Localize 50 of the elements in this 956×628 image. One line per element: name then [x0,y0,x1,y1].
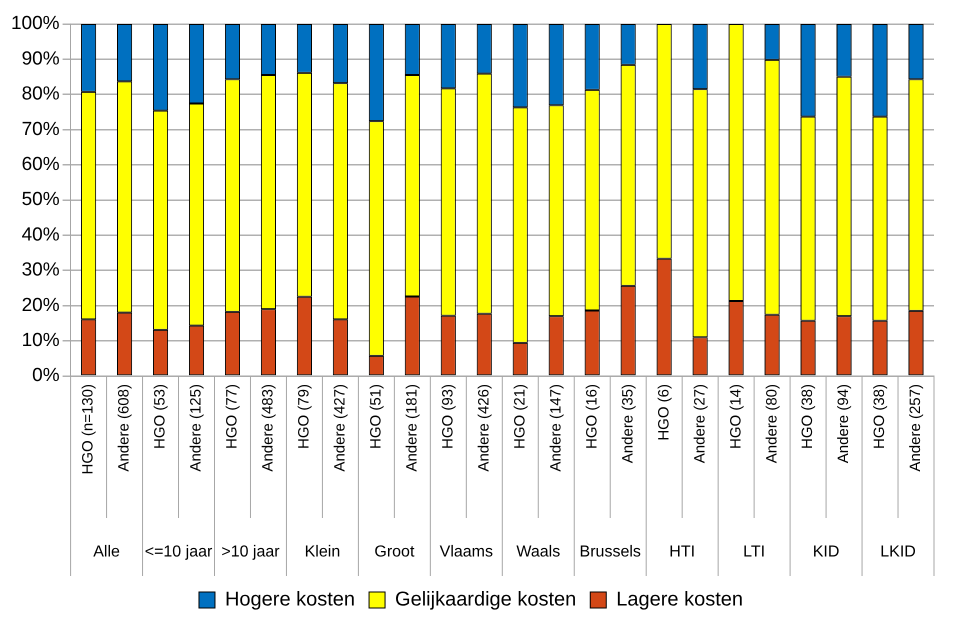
legend-label: Lagere kosten [616,588,744,611]
x-tick-label: Andere (80) [763,384,780,464]
text: LKID [880,543,916,560]
x-tick-label: HGO (53) [152,384,169,450]
x-tick-label: HGO (6) [655,384,672,441]
x-tick-label: Andere (608) [116,384,133,472]
text: Klein [304,543,340,560]
y-tick-label: 100% [10,13,60,34]
x-tick-label: Andere (35) [619,384,636,464]
x-tick-label: Andere (257) [907,384,924,472]
text: LTI [743,543,766,560]
y-tick-label: 90% [22,48,60,70]
legend-label: Hogere kosten [224,588,356,611]
y-tick-label: 70% [22,118,60,140]
y-tick-label: 50% [22,189,60,210]
x-tick-label: Andere (483) [260,384,277,472]
x-tick-label: Andere (94) [835,384,852,464]
x-tick-label: HGO (51) [368,384,385,450]
x-tick-label: HGO (38) [871,384,888,450]
x-tick-label: HGO (77) [224,384,241,450]
x-tick-label: HGO (93) [439,384,456,450]
text: HTI [669,543,696,560]
x-tick-label: HGO (38) [799,384,816,450]
x-tick-label: HGO (21) [511,384,528,450]
y-tick-label: 30% [22,260,60,281]
x-tick-label: Andere (427) [332,384,349,472]
x-tick-label: HGO (16) [583,384,600,450]
x-tick-label: Andere (181) [404,384,420,472]
y-tick-label: 40% [22,224,60,246]
x-tick-label: Andere (426) [475,384,492,472]
text: Groot [374,543,415,560]
y-tick-label: 20% [22,294,60,316]
text: Brussels [580,543,641,560]
text: Vlaams [440,543,493,560]
y-tick-label: 60% [22,154,60,176]
y-tick-label: 0% [32,365,60,386]
x-tick-label: HGO (14) [727,384,744,450]
text: Waals [516,543,560,560]
x-tick-label: Andere (147) [547,384,564,472]
text: >10 jaar [221,543,280,560]
text: <=10 jaar [144,543,213,560]
text: KID [812,543,840,560]
x-tick-label: Andere (27) [691,384,708,464]
legend-label: Gelijkaardige kosten [395,588,576,611]
x-tick-label: HGO (79) [296,384,313,450]
x-tick-label: Andere (125) [188,384,205,472]
x-tick-label: HGO (n=130) [80,384,97,474]
text: Alle [93,543,120,560]
y-tick-label: 80% [22,84,60,105]
y-tick-label: 10% [22,330,60,352]
